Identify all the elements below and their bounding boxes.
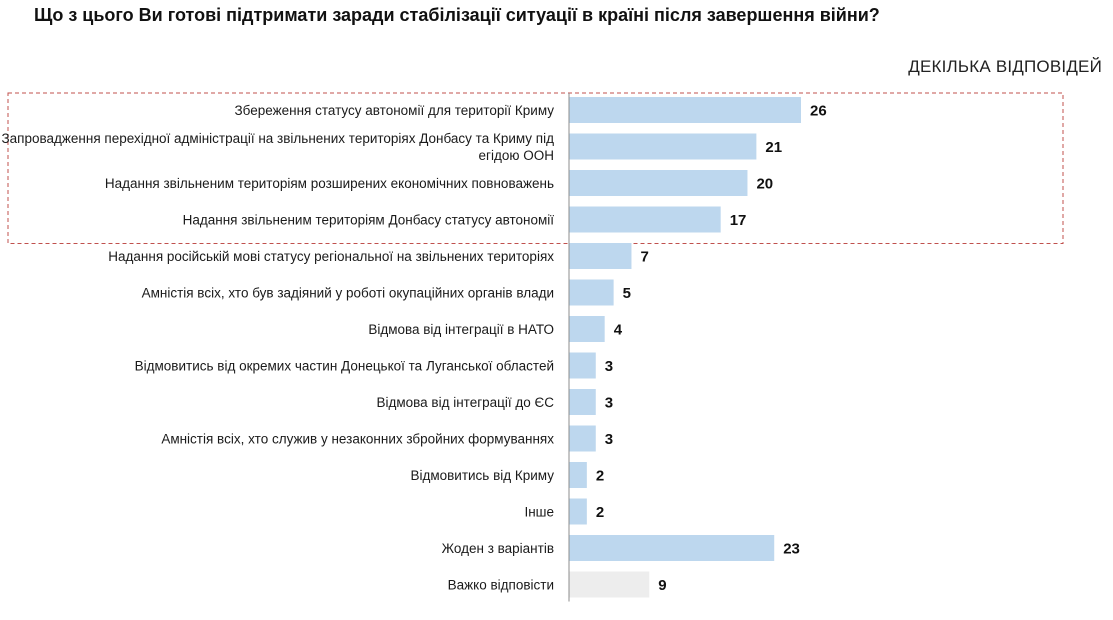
bar: [569, 498, 587, 525]
value-label: 4: [614, 322, 623, 339]
bar: [569, 170, 748, 196]
category-label: Збереження статусу автономії для територ…: [234, 103, 554, 118]
bar: [569, 316, 605, 342]
bar: [569, 352, 596, 379]
category-label: Відмовитись від Криму: [410, 468, 554, 483]
bar: [569, 133, 757, 160]
value-label: 3: [605, 431, 613, 448]
category-label: Надання звільненим територіям Донбасу ст…: [183, 213, 555, 228]
value-label: 9: [658, 577, 666, 594]
value-label: 17: [730, 212, 747, 229]
value-label: 3: [605, 358, 613, 375]
category-label: егідою ООН: [479, 148, 554, 163]
category-label: Амністія всіх, хто був задіяний у роботі…: [142, 286, 554, 301]
value-label: 7: [640, 249, 648, 266]
bar: [569, 535, 775, 561]
value-label: 5: [623, 285, 631, 302]
value-label: 2: [596, 468, 604, 485]
bar: [569, 389, 596, 415]
bar: [569, 243, 632, 269]
category-label: Запровадження перехідної адміністрації н…: [2, 131, 555, 146]
value-label: 3: [605, 395, 613, 412]
value-label: 23: [783, 541, 800, 558]
bar: [569, 206, 721, 233]
category-label: Відмова від інтеграції в НАТО: [368, 322, 554, 337]
bar: [569, 279, 614, 306]
category-label: Жоден з варіантів: [442, 541, 554, 556]
bar: [569, 571, 650, 598]
category-label: Відмова від інтеграції до ЄС: [376, 395, 554, 410]
value-label: 21: [765, 139, 782, 156]
page-title: Що з цього Ви готові підтримати заради с…: [34, 5, 880, 25]
highlight-box: [7, 92, 1064, 244]
bar: [569, 425, 596, 452]
bar: [569, 462, 587, 488]
category-label: Відмовитись від окремих частин Донецької…: [135, 359, 554, 374]
value-label: 20: [756, 176, 773, 193]
chart-subtitle: ДЕКІЛЬКА ВІДПОВІДЕЙ: [908, 57, 1102, 76]
category-label: Амністія всіх, хто служив у незаконних з…: [161, 432, 554, 447]
category-label: Інше: [524, 505, 554, 520]
value-label: 26: [810, 103, 827, 120]
category-label: Важко відповісти: [448, 578, 554, 593]
category-label: Надання звільненим територіям розширених…: [105, 176, 554, 191]
bar: [569, 97, 801, 123]
value-label: 2: [596, 504, 604, 521]
category-label: Надання російській мові статусу регіонал…: [108, 249, 554, 264]
